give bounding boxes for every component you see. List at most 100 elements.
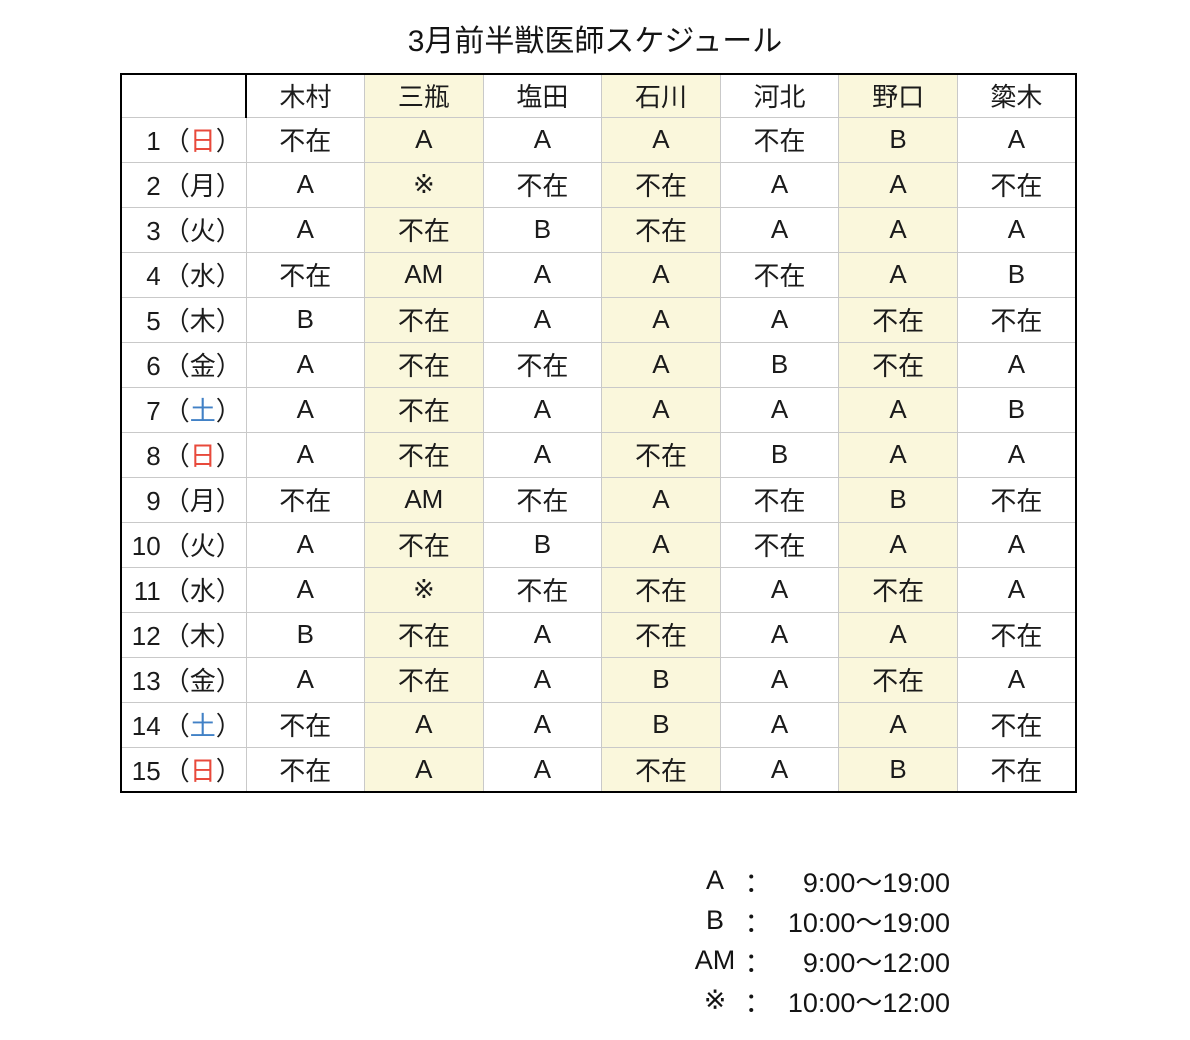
paren-open: （ — [163, 576, 190, 606]
weekday-wrap: （金） — [164, 351, 242, 381]
schedule-cell: A — [601, 521, 721, 568]
schedule-cell: B — [482, 521, 603, 568]
schedule-cell: A — [719, 611, 840, 658]
schedule-cell: A — [838, 701, 958, 748]
schedule-cell: 不在 — [956, 746, 1077, 793]
schedule-cell: A — [482, 701, 603, 748]
weekday-wrap: （土） — [164, 396, 242, 426]
paren-close: ） — [215, 261, 242, 291]
weekday-wrap: （金） — [164, 666, 242, 696]
day-label: 5 （木） — [120, 296, 247, 343]
legend-symbol: AM — [694, 944, 736, 975]
header-row: 木村 三瓶 塩田 石川 河北 野口 簗木 — [120, 73, 1077, 118]
day-label: 13 （金） — [120, 656, 247, 703]
weekday: 水 — [189, 261, 216, 291]
day-label: 10 （火） — [120, 521, 247, 568]
weekday: 日 — [189, 126, 216, 156]
paren-close: ） — [215, 126, 242, 156]
day-number: 14 — [131, 711, 161, 741]
schedule-cell: A — [245, 206, 366, 253]
paren-close: ） — [215, 711, 242, 741]
schedule-cell: A — [956, 566, 1077, 613]
shift-legend: A ： 9:00～19:00 B ： 10:00～19:00 AM ： 9:00～12:00 ※ ：… — [686, 860, 950, 1020]
schedule-cell: 不在 — [364, 521, 484, 568]
schedule-cell: A — [364, 701, 484, 748]
schedule-cell: A — [719, 206, 840, 253]
schedule-table: 木村 三瓶 塩田 石川 河北 野口 簗木 1 （日） 不在 A A A 不在 B A 2 （月） A ※ 不在 不在 A A… — [120, 73, 1077, 793]
day-number: 7 — [146, 396, 161, 426]
day-number: 10 — [131, 531, 161, 561]
schedule-cell: A — [245, 161, 366, 208]
legend-symbol: B — [705, 904, 724, 935]
schedule-cell: A — [482, 251, 603, 298]
legend-separator: ： — [744, 947, 772, 978]
day-label: 11 （水） — [120, 566, 247, 613]
schedule-cell: 不在 — [245, 746, 366, 793]
paren-open: （ — [163, 621, 190, 651]
paren-open: （ — [163, 755, 190, 786]
schedule-cell: 不在 — [364, 611, 484, 658]
schedule-cell: A — [601, 296, 721, 343]
schedule-cell: 不在 — [719, 251, 840, 298]
schedule-cell: A — [482, 656, 603, 703]
schedule-cell: A — [245, 431, 366, 478]
legend-symbol: A — [705, 864, 724, 895]
schedule-cell: A — [601, 476, 721, 523]
schedule-cell: B — [482, 206, 603, 253]
paren-close: ） — [215, 621, 242, 651]
paren-close: ） — [215, 306, 242, 336]
day-row: 3 （火） A 不在 B 不在 A A A — [120, 206, 1077, 253]
schedule-cell: 不在 — [838, 656, 958, 703]
schedule-cell: 不在 — [364, 656, 484, 703]
doctor-header: 木村 — [245, 73, 366, 118]
schedule-cell: A — [838, 521, 958, 568]
day-row: 1 （日） 不在 A A A 不在 B A — [120, 116, 1077, 163]
schedule-cell: 不在 — [719, 476, 840, 523]
schedule-cell: A — [838, 251, 958, 298]
schedule-cell: 不在 — [364, 386, 484, 433]
paren-close: ） — [215, 216, 242, 246]
paren-open: （ — [163, 441, 190, 471]
schedule-cell: A — [956, 431, 1077, 478]
day-row: 6 （金） A 不在 不在 A B 不在 A — [120, 341, 1077, 388]
day-number: 8 — [146, 441, 161, 471]
schedule-cell: A — [245, 386, 366, 433]
schedule-cell: A — [719, 161, 840, 208]
schedule-cell: 不在 — [601, 431, 721, 478]
schedule-cell: ※ — [364, 566, 484, 613]
paren-close: ） — [215, 666, 242, 696]
legend-separator: ： — [744, 867, 772, 898]
paren-close: ） — [215, 351, 242, 381]
day-number: 5 — [146, 306, 161, 336]
schedule-cell: A — [245, 521, 366, 568]
day-number: 12 — [131, 621, 161, 651]
schedule-cell: B — [956, 251, 1077, 298]
schedule-cell: 不在 — [364, 341, 484, 388]
schedule-cell: A — [838, 206, 958, 253]
day-row: 13 （金） A 不在 A B A 不在 A — [120, 656, 1077, 703]
schedule-cell: A — [601, 116, 721, 163]
weekday-wrap: （日） — [164, 756, 242, 786]
schedule-cell: B — [838, 116, 958, 163]
day-row: 7 （土） A 不在 A A A A B — [120, 386, 1077, 433]
schedule-cell: A — [956, 521, 1077, 568]
schedule-cell: A — [838, 386, 958, 433]
schedule-cell: 不在 — [482, 566, 603, 613]
paren-close: ） — [215, 576, 242, 606]
day-number: 6 — [146, 351, 161, 381]
doctor-header: 簗木 — [956, 73, 1077, 118]
legend-separator: ： — [744, 987, 772, 1018]
paren-close: ） — [215, 441, 242, 471]
paren-close: ） — [215, 531, 242, 561]
schedule-cell: 不在 — [482, 341, 603, 388]
weekday: 土 — [189, 396, 216, 426]
day-label: 14 （土） — [120, 701, 247, 748]
schedule-cell: A — [719, 386, 840, 433]
legend-time: 9:00～12:00 — [802, 947, 950, 978]
schedule-cell: 不在 — [956, 701, 1077, 748]
schedule-cell: 不在 — [956, 476, 1077, 523]
schedule-cell: A — [838, 431, 958, 478]
paren-open: （ — [163, 531, 190, 561]
schedule-cell: 不在 — [601, 611, 721, 658]
schedule-cell: A — [956, 656, 1077, 703]
